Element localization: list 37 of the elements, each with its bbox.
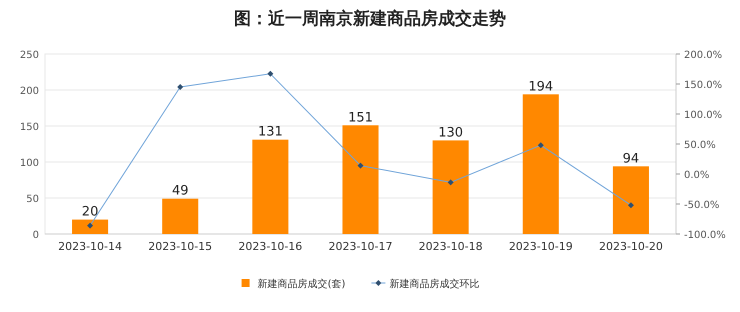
data-label: 94 — [622, 151, 640, 166]
bar — [612, 166, 649, 234]
y-tick-label: 0 — [32, 230, 39, 241]
y2-tick-label: 150.0% — [684, 80, 722, 91]
legend-label: 新建商品房成交环比 — [389, 278, 480, 290]
x-tick-label: 2023-10-19 — [508, 240, 573, 253]
y2-tick-label: 0.0% — [684, 170, 710, 181]
x-tick-label: 2023-10-17 — [328, 240, 392, 253]
y2-tick-label: 100.0% — [684, 110, 722, 121]
data-label: 194 — [528, 79, 554, 94]
x-tick-label: 2023-10-14 — [58, 240, 122, 253]
y-tick-label: 200 — [20, 86, 39, 97]
x-tick-label: 2023-10-18 — [418, 240, 483, 253]
bar — [522, 94, 559, 234]
y2-tick-label: -100.0% — [684, 230, 726, 241]
data-label: 151 — [348, 110, 373, 126]
y2-tick-label: 50.0% — [684, 140, 716, 151]
bar — [162, 198, 198, 234]
x-tick-label: 2023-10-16 — [238, 240, 302, 253]
x-tick-label: 2023-10-15 — [148, 240, 212, 253]
y2-tick-label: 200.0% — [684, 50, 722, 61]
bar — [342, 125, 379, 234]
data-label: 130 — [438, 125, 464, 140]
bar — [252, 140, 288, 234]
y2-tick-label: -50.0% — [684, 200, 720, 211]
data-label: 49 — [172, 184, 188, 199]
bar — [432, 140, 469, 234]
bar — [72, 220, 108, 234]
y-tick-label: 50 — [26, 194, 39, 205]
legend-label: 新建商品房成交(套) — [258, 278, 346, 290]
y-tick-label: 250 — [20, 50, 39, 61]
x-tick-label: 2023-10-20 — [598, 240, 663, 253]
data-label: 20 — [82, 204, 98, 220]
y-tick-label: 150 — [20, 122, 39, 133]
chart-title: 图：近一周南京新建商品房成交走势 — [234, 9, 506, 29]
data-label: 131 — [258, 124, 283, 140]
y-tick-label: 100 — [20, 158, 39, 169]
